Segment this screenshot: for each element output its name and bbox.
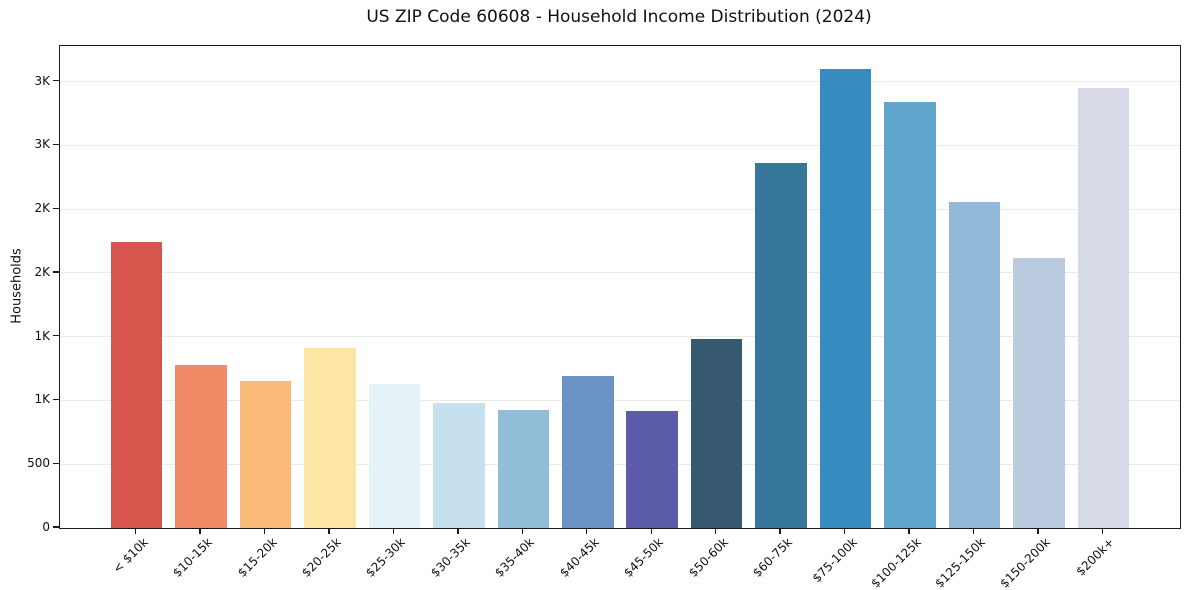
x-tick-mark <box>714 528 717 534</box>
bar <box>948 201 1001 528</box>
bar <box>110 242 163 528</box>
x-tick-mark <box>328 528 330 534</box>
bar <box>626 410 678 528</box>
y-tick-mark <box>53 271 59 273</box>
x-tick-mark <box>650 528 652 534</box>
bar <box>239 381 292 528</box>
y-tick-label: 1K <box>34 328 50 343</box>
gridline <box>60 81 1180 83</box>
x-tick-mark <box>457 528 459 534</box>
bar <box>497 410 550 528</box>
y-tick-mark <box>53 335 59 337</box>
y-tick-label: 2K <box>34 264 50 279</box>
x-tick-mark <box>586 528 588 534</box>
plot-area <box>59 45 1181 529</box>
x-tick-mark <box>779 528 781 534</box>
gridline <box>60 463 1180 465</box>
x-tick-mark <box>1037 528 1039 534</box>
x-tick-mark <box>199 528 201 534</box>
x-tick-mark <box>1101 528 1103 534</box>
y-tick-mark <box>53 526 59 528</box>
bar <box>690 339 743 528</box>
gridline <box>60 336 1180 338</box>
x-tick-mark <box>134 528 137 534</box>
bar <box>562 376 614 528</box>
y-tick-mark <box>53 207 59 209</box>
y-tick-label: 0 <box>42 520 50 534</box>
bar <box>755 163 807 528</box>
x-tick-label: < $10k <box>109 535 151 576</box>
bar <box>175 364 227 528</box>
gridline <box>60 144 1180 146</box>
x-tick-mark <box>521 528 524 534</box>
bar <box>1013 257 1065 528</box>
y-tick-label: 500 <box>27 456 50 471</box>
y-tick-mark <box>53 143 59 146</box>
x-tick-mark <box>843 528 846 534</box>
y-tick-label: 3K <box>34 73 50 88</box>
y-tick-mark <box>53 398 59 401</box>
gridline <box>60 399 1180 401</box>
chart-title: US ZIP Code 60608 - Household Income Dis… <box>366 7 872 27</box>
bar <box>433 403 485 528</box>
gridline <box>60 272 1180 274</box>
y-tick-label: 3K <box>34 137 50 152</box>
y-tick-mark <box>53 462 59 464</box>
bar <box>304 348 356 528</box>
bar <box>884 102 936 528</box>
y-axis-label: Households <box>9 248 25 324</box>
bar <box>368 383 421 528</box>
x-tick-mark <box>392 528 395 534</box>
x-tick-mark <box>263 528 266 534</box>
x-tick-mark <box>908 528 910 534</box>
x-tick-mark <box>972 528 975 534</box>
gridline <box>60 208 1180 210</box>
bar <box>1077 88 1130 528</box>
bar <box>819 68 872 528</box>
y-tick-mark <box>53 80 59 82</box>
y-tick-label: 2K <box>34 201 50 216</box>
y-tick-label: 1K <box>34 392 50 407</box>
